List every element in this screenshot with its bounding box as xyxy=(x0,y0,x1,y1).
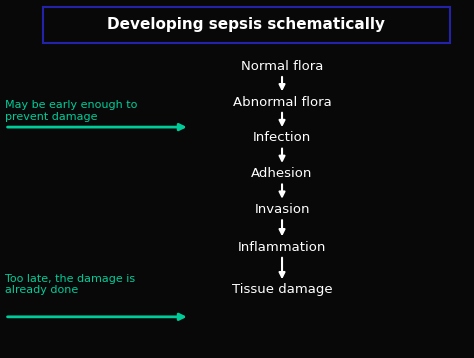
Bar xyxy=(43,7,450,43)
Text: Developing sepsis schematically: Developing sepsis schematically xyxy=(108,17,385,32)
Text: Tissue damage: Tissue damage xyxy=(232,284,332,296)
Text: Infection: Infection xyxy=(253,131,311,144)
Text: Adhesion: Adhesion xyxy=(251,167,313,180)
Text: Normal flora: Normal flora xyxy=(241,60,323,73)
Text: Invasion: Invasion xyxy=(254,203,310,216)
Text: Abnormal flora: Abnormal flora xyxy=(233,96,331,108)
Text: Too late, the damage is
already done: Too late, the damage is already done xyxy=(5,274,135,295)
Text: May be early enough to
prevent damage: May be early enough to prevent damage xyxy=(5,100,137,122)
Text: Inflammation: Inflammation xyxy=(238,241,326,253)
